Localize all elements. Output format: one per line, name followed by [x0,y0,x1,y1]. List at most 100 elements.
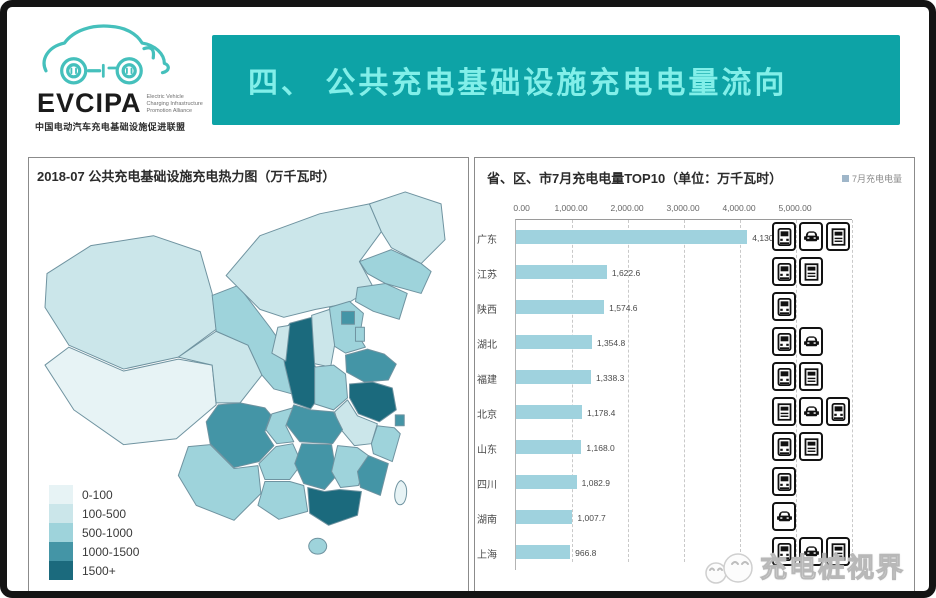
bar-row: 上海 966.8 [477,535,853,570]
value-label: 1,574.6 [609,303,638,313]
bar [516,370,591,384]
region-guangdong [307,486,362,526]
value-label: 1,354.8 [596,338,626,348]
bar-row: 福建 1,338.3 [477,360,852,395]
axis-tick: 3,000.00 [666,203,700,213]
gridline [572,220,573,562]
region-shanxi [311,308,336,368]
province-label: 福建 [477,375,497,386]
bar [516,230,748,244]
region-taiwan [394,480,408,506]
truck-icon [826,537,850,566]
bus-icon [772,292,796,321]
legend-range-label: 1000-1500 [82,544,140,559]
region-hainan [308,537,328,555]
map-legend-item: 0-100 [49,485,139,504]
plot: 广东 4,130.4 江苏 1,622.6 陕西 1,574.6 湖北 1,35… [477,219,853,570]
province-label: 湖南 [477,515,497,526]
brand-tagline: Electric Vehicle Charging Infrastructure… [147,94,203,117]
evcipa-logo: EVCIPA Electric Vehicle Charging Infrast… [31,19,211,133]
value-label: 1,007.7 [577,513,606,523]
bus-icon [772,432,796,461]
map-legend-item: 100-500 [49,504,139,523]
value-label: 1,338.3 [595,373,625,383]
legend-color-swatch [49,504,73,523]
province-label: 山东 [477,445,497,456]
bar-row: 湖北 1,354.8 [477,325,852,360]
chart-title: 省、区、市7月充电电量TOP10（单位：万千瓦时） [487,171,783,186]
vehicle-icons [772,257,826,286]
region-hunan [294,443,338,490]
bar-chart-panel: 省、区、市7月充电电量TOP10（单位：万千瓦时） 7月充电电量 0.00 1,0… [474,157,915,591]
axis-tick: 2,000.00 [610,203,644,213]
bar-row: 湖南 1,007.7 [477,500,852,535]
bar-row: 陕西 1,574.6 [477,290,852,325]
truck-icon [799,257,823,286]
bar-row: 山东 1,168.0 [477,430,852,465]
value-label: 966.8 [575,548,597,558]
legend-color-swatch [49,561,73,580]
truck-icon [772,397,796,426]
legend-swatch-icon [841,175,849,182]
axis-tick: 1,000.00 [554,203,588,213]
axis-tick: 4,000.00 [722,203,756,213]
bar [516,405,582,419]
bar [516,475,577,489]
legend-range-label: 500-1000 [82,525,133,540]
vehicle-icons [772,432,826,461]
legend-color-swatch [49,485,73,504]
truck-icon [826,222,850,251]
bar-row: 北京 1,178.4 [477,395,853,430]
mascot-icon [705,553,753,584]
region-shanghai [394,414,405,427]
bus-icon [826,397,850,426]
bar [516,265,607,279]
vehicle-icons [772,222,853,251]
chart-legend: 7月充电电量 [841,172,902,185]
banner-title: 四、 公共充电基础设施充电电量流向 [248,67,788,100]
province-label: 陕西 [477,305,497,316]
bar [516,545,571,559]
region-hubei [285,404,344,445]
gridline [852,220,853,562]
vehicle-icons [772,502,799,531]
car-icon [772,502,796,531]
region-henan [314,364,349,411]
region-jilin [358,249,432,294]
region-beijing [341,310,355,325]
value-label: 1,168.0 [586,443,615,453]
vehicle-icons [772,397,853,426]
legend-range-label: 1500+ [82,563,116,578]
region-guangxi [257,481,309,520]
region-sichuan [205,402,275,469]
axis-tick: 5,000.00 [778,203,812,213]
province-label: 四川 [477,480,497,491]
bus-icon [772,257,796,286]
province-label: 广东 [477,235,497,246]
region-tianjin [354,326,365,342]
region-zhejiang [370,425,401,463]
value-label: 1,082.9 [581,478,611,488]
watermark-text: 充电桩视界 [760,553,905,584]
car-icon [799,222,823,251]
legend-label: 7月充电电量 [851,174,902,184]
car-icon [799,397,823,426]
bar [516,300,605,314]
vehicle-icons [772,537,853,566]
bar-row: 广东 4,130.4 [477,220,853,255]
truck-icon [799,432,823,461]
map-legend-item: 1000-1500 [49,542,139,561]
bar [516,510,573,524]
brand-cn-name: 中国电动汽车充电基础设施促进联盟 [35,122,186,132]
gridline [740,220,741,562]
legend-range-label: 100-500 [82,506,127,521]
banner: 四、 公共充电基础设施充电电量流向 [212,35,900,125]
province-label: 上海 [477,550,497,561]
map-legend: 0-100 100-500 500-1000 1000-1500 1500+ [49,485,139,580]
china-heatmap [44,191,446,555]
vehicle-icons [772,362,826,391]
province-label: 北京 [477,410,497,421]
value-label: 4,130.4 [752,233,781,243]
gridline [628,220,629,562]
vehicle-icons [772,467,799,496]
